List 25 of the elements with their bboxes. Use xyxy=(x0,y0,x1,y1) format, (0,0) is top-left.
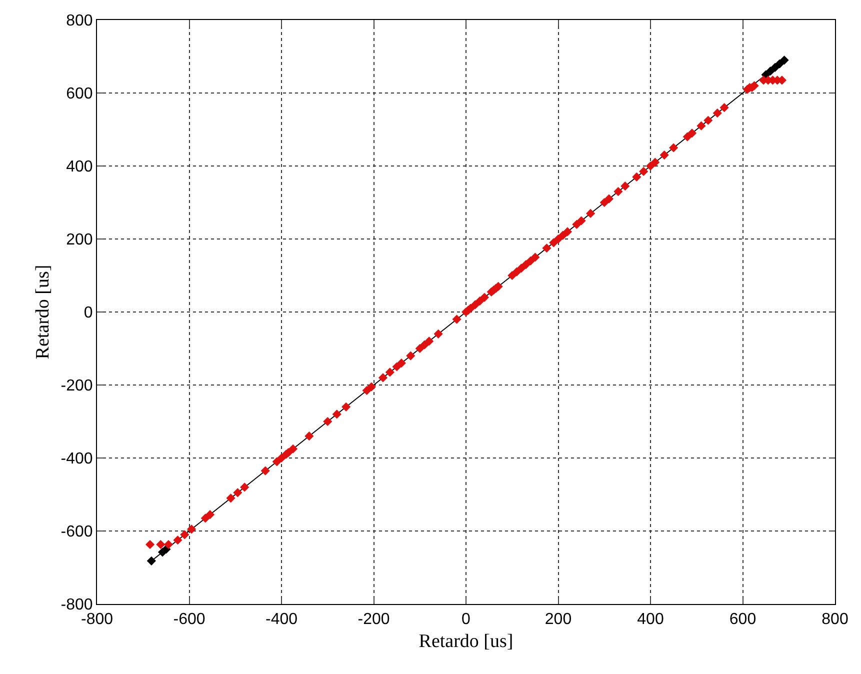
x-axis-title: Retardo [us] xyxy=(418,631,514,652)
y-tick-label: 200 xyxy=(66,232,93,249)
x-tick-label: 400 xyxy=(637,611,664,628)
x-tick-label: 200 xyxy=(544,611,572,628)
y-tick-label: 400 xyxy=(66,158,93,176)
y-tick-label: 600 xyxy=(66,86,93,103)
point xyxy=(770,62,780,72)
point xyxy=(146,556,156,566)
x-tick-label: 0 xyxy=(462,611,471,628)
y-tick-label: -800 xyxy=(60,596,93,614)
y-tick-label: -600 xyxy=(60,524,93,541)
point xyxy=(780,56,789,65)
y-tick-label: 0 xyxy=(84,304,93,322)
point xyxy=(766,66,775,76)
x-tick-label: -400 xyxy=(265,611,298,628)
y-tick-label: -400 xyxy=(60,450,93,468)
y-axis-title: Retardo [us] xyxy=(32,264,54,360)
point xyxy=(775,59,784,68)
x-tick-label: 600 xyxy=(729,611,756,628)
x-tick-label: 800 xyxy=(822,611,848,628)
y-tick-label: 800 xyxy=(66,12,93,30)
x-tick-label: -600 xyxy=(173,611,206,628)
x-tick-label: -800 xyxy=(80,611,114,628)
y-tick-label: -200 xyxy=(60,378,93,395)
x-tick-label: -200 xyxy=(358,611,390,628)
